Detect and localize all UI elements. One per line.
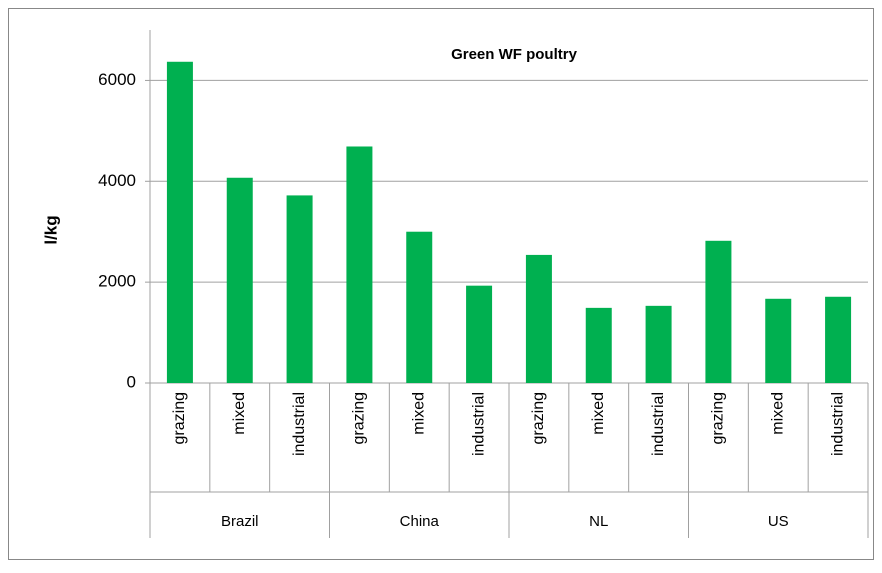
x-tick-label: industrial [291, 392, 308, 456]
group-label: Brazil [221, 513, 259, 530]
bar [226, 177, 253, 383]
bar [705, 240, 732, 383]
bar [466, 285, 493, 383]
bar [346, 146, 373, 383]
bar [585, 307, 612, 383]
y-tick-label: 4000 [98, 171, 136, 190]
x-tick-label: mixed [590, 392, 607, 435]
y-tick-label: 6000 [98, 70, 136, 89]
group-label: China [400, 513, 440, 530]
y-axis-title: l/kg [41, 215, 60, 244]
x-tick-label: mixed [410, 392, 427, 435]
x-tick-label: grazing [710, 392, 727, 444]
group-label: NL [589, 513, 608, 530]
bar [406, 231, 433, 383]
bar [286, 195, 313, 383]
x-tick-label: grazing [351, 392, 368, 444]
bar [525, 254, 552, 383]
chart-title: Green WF poultry [451, 46, 577, 63]
group-label: US [768, 513, 789, 530]
bar [825, 296, 852, 383]
bar [645, 305, 672, 383]
x-tick-label: mixed [769, 392, 786, 435]
y-tick-label: 0 [127, 372, 136, 391]
x-tick-label: industrial [829, 392, 846, 456]
x-tick-label: industrial [470, 392, 487, 456]
x-tick-label: grazing [171, 392, 188, 444]
x-tick-label: mixed [231, 392, 248, 435]
bar [765, 298, 792, 383]
x-tick-label: grazing [530, 392, 547, 444]
chart-border [8, 8, 874, 560]
y-tick-label: 2000 [98, 272, 136, 291]
bar [166, 61, 193, 384]
x-tick-label: industrial [650, 392, 667, 456]
